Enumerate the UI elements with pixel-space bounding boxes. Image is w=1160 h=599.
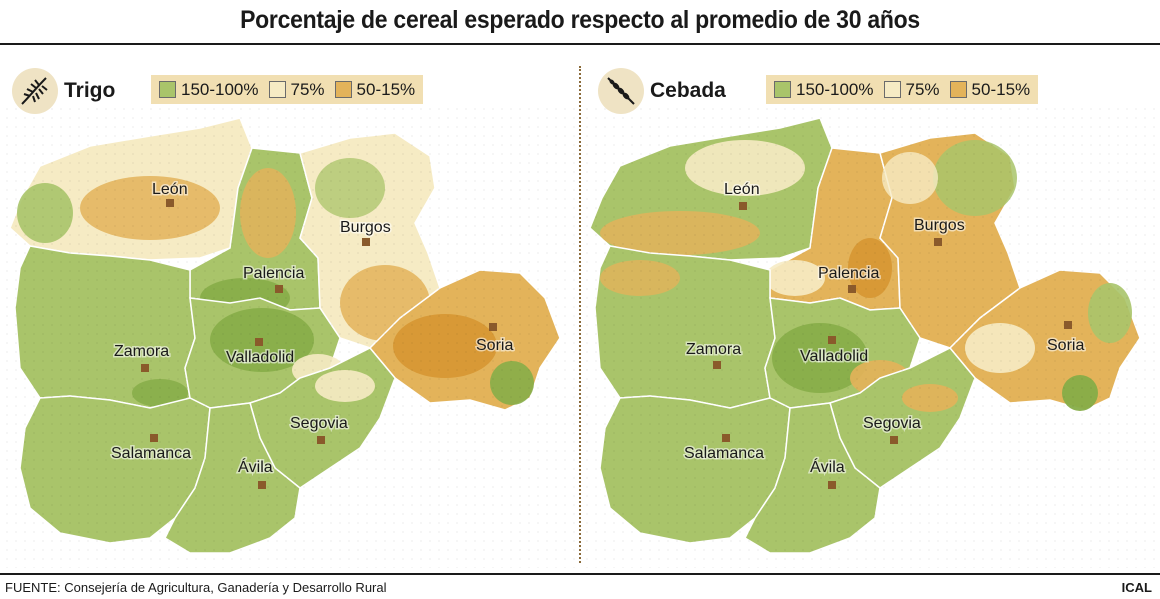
legend-swatch-high (159, 81, 176, 98)
marker-valladolid (828, 336, 836, 344)
marker-burgos (934, 238, 942, 246)
marker-segovia (317, 436, 325, 444)
legend-label-high: 150-100% (181, 79, 259, 99)
label-soria: Soria (476, 337, 513, 354)
legend-cebada: 150-100% 75% 50-15% (766, 75, 1039, 104)
label-valladolid: Valladolid (800, 348, 868, 365)
marker-segovia (890, 436, 898, 444)
title-rule (0, 43, 1160, 45)
label-leon: León (724, 181, 760, 198)
label-zamora: Zamora (686, 341, 741, 358)
barley-icon (598, 68, 644, 114)
legend-item-high: 150-100% (774, 80, 874, 100)
legend-trigo: 150-100% 75% 50-15% (151, 75, 424, 104)
marker-leon (739, 202, 747, 210)
speckle-texture (0, 108, 580, 568)
legend-swatch-low (334, 81, 352, 98)
marker-palencia (275, 285, 283, 293)
label-palencia: Palencia (818, 265, 879, 282)
legend-label-low: 50-15% (356, 79, 416, 99)
label-avila: Ávila (238, 457, 273, 476)
label-avila: Ávila (810, 457, 845, 476)
legend-swatch-mid (883, 81, 901, 98)
marker-avila (828, 481, 836, 489)
marker-valladolid (255, 338, 263, 346)
marker-soria (489, 323, 497, 331)
legend-item-low: 50-15% (949, 79, 1031, 100)
page-title: Porcentaje de cereal esperado respecto a… (240, 6, 920, 34)
legend-label-high: 150-100% (796, 79, 874, 99)
label-segovia: Segovia (290, 415, 348, 432)
marker-zamora (713, 361, 721, 369)
label-valladolid: Valladolid (226, 349, 294, 366)
marker-salamanca (722, 434, 730, 442)
label-burgos: Burgos (914, 217, 965, 234)
label-soria: Soria (1047, 337, 1084, 354)
legend-item-low: 50-15% (334, 79, 416, 100)
legend-label-mid: 75% (290, 79, 325, 99)
marker-soria (1064, 321, 1072, 329)
source-note: FUENTE: Consejería de Agricultura, Ganad… (5, 580, 387, 595)
legend-swatch-mid (268, 81, 286, 98)
label-leon: León (152, 181, 188, 198)
crop-name-trigo: Trigo (64, 79, 116, 102)
marker-salamanca (150, 434, 158, 442)
crop-header-trigo: Trigo (12, 68, 115, 114)
legend-item-mid: 75% (883, 79, 940, 100)
map-cebada: León Burgos Palencia Zamora Valladolid S… (580, 108, 1160, 568)
legend-swatch-low (949, 81, 967, 98)
credit: ICAL (1121, 580, 1152, 595)
panel-trigo: León Burgos Palencia Zamora Valladolid S… (0, 48, 580, 570)
marker-palencia (848, 285, 856, 293)
wheat-icon (12, 68, 58, 114)
marker-avila (258, 481, 266, 489)
panel-cebada: León Burgos Palencia Zamora Valladolid S… (580, 48, 1160, 570)
label-burgos: Burgos (340, 219, 391, 236)
legend-item-mid: 75% (268, 79, 325, 100)
legend-label-low: 50-15% (971, 79, 1031, 99)
label-zamora: Zamora (114, 343, 169, 360)
footer-rule (0, 573, 1160, 575)
marker-leon (166, 199, 174, 207)
marker-burgos (362, 238, 370, 246)
legend-swatch-high (774, 81, 791, 98)
legend-label-mid: 75% (905, 79, 940, 99)
crop-header-cebada: Cebada (598, 68, 726, 114)
map-trigo: León Burgos Palencia Zamora Valladolid S… (0, 108, 580, 568)
legend-item-high: 150-100% (159, 80, 259, 100)
label-palencia: Palencia (243, 265, 304, 282)
label-segovia: Segovia (863, 415, 921, 432)
marker-zamora (141, 364, 149, 372)
label-salamanca: Salamanca (111, 445, 191, 462)
crop-name-cebada: Cebada (650, 79, 726, 102)
label-salamanca: Salamanca (684, 445, 764, 462)
speckle-texture (580, 108, 1160, 568)
